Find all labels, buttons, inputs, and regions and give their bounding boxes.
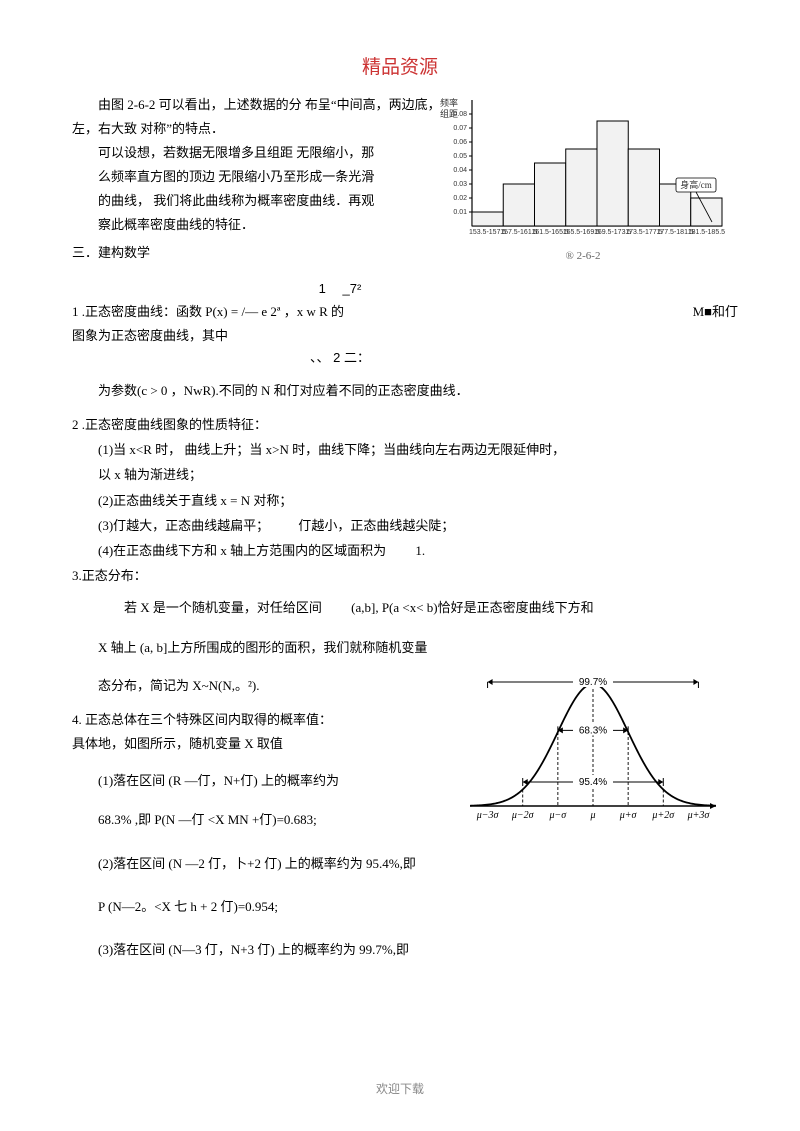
histogram-caption: ® 2-6-2 (438, 250, 728, 262)
svg-text:组距: 组距 (440, 108, 458, 119)
formula-line2: 图象为正态密度曲线，其中 (72, 324, 728, 348)
intro-p1: 由图 2-6-2 可以看出，上述数据的分 布呈“中间高，两边底，左，右大致 对称… (72, 93, 442, 141)
dist-p2: X 轴上 (a, b]上方所围成的图形的面积，我们就称随机变量 (72, 636, 432, 660)
formula-line1: 1 .正态密度曲线：函数 P(x) = /— e 2ª ，x w R 的 (72, 304, 344, 319)
svg-text:99.7%: 99.7% (579, 677, 607, 688)
svg-text:0.02: 0.02 (453, 195, 467, 202)
svg-text:0.03: 0.03 (453, 181, 467, 188)
histogram-figure: 0.010.020.030.040.050.060.070.08153.5-15… (438, 94, 728, 262)
dist-p1: 若 X 是一个随机变量，对任给区间 (a,b], P(a <x< b)恰好是正态… (72, 596, 728, 620)
properties-heading: 2 .正态密度曲线图象的性质特征： (72, 413, 728, 437)
intro-p5: 察此概率密度曲线的特征． (72, 213, 442, 237)
bell-svg: μ−3σ μ−2σ μ−σ μ μ+σ μ+2σ μ+3σ 68.3% 95.4% 99.7% (458, 664, 728, 824)
svg-text:181.5-185.5: 181.5-185.5 (688, 229, 725, 236)
intro-p2: 可以设想，若数据无限增多且组距 无限缩小，那 (72, 141, 442, 165)
svg-text:μ−σ: μ−σ (549, 810, 568, 821)
histogram-svg: 0.010.020.030.040.050.060.070.08153.5-15… (438, 94, 728, 244)
sec4-sub: 具体地，如图所示，随机变量 X 取值 (72, 732, 432, 756)
intro-p3: 么频率直方图的顶边 无限缩小乃至形成一条光滑 (72, 165, 442, 189)
svg-text:0.05: 0.05 (453, 153, 467, 160)
svg-text:μ+2σ: μ+2σ (651, 810, 675, 821)
prop-3: (3)仃越大，正态曲线越扁平； 仃越小，正态曲线越尖陡； (98, 513, 728, 538)
svg-text:频率: 频率 (440, 97, 458, 108)
svg-text:μ−3σ: μ−3σ (476, 810, 500, 821)
svg-text:身高/cm: 身高/cm (680, 179, 712, 190)
dist-heading: 3.正态分布： (72, 564, 728, 588)
prop-1: (1)当 x<R 时， 曲线上升；当 x>N 时，曲线下降；当曲线向左右两边无限… (98, 437, 728, 462)
formula-right: M■和仃 (693, 300, 738, 324)
sec4-i2b: P (N—2。<X 七 h + 2 仃)=0.954; (98, 894, 728, 919)
sec4-heading: 4. 正态总体在三个特殊区间内取得的概率值： (72, 708, 432, 732)
sec4-i1: (1)落在区间 (R —仃，N+仃) 上的概率约为 (98, 768, 432, 793)
formula-param: 为参数(c > 0 ，NwR).不同的 N 和仃对应着不同的正态密度曲线． (72, 379, 728, 403)
svg-text:μ+3σ: μ+3σ (687, 810, 711, 821)
svg-text:0.06: 0.06 (453, 139, 467, 146)
svg-text:68.3%: 68.3% (579, 725, 607, 736)
formula-sub: 、、 2 二： (0, 348, 728, 369)
svg-text:0.07: 0.07 (453, 125, 467, 132)
svg-text:0.01: 0.01 (453, 209, 467, 216)
svg-text:95.4%: 95.4% (579, 777, 607, 788)
svg-text:μ+σ: μ+σ (619, 810, 638, 821)
prop-2: (2)正态曲线关于直线 x = N 对称； (98, 488, 728, 513)
svg-text:0.04: 0.04 (453, 167, 467, 174)
prop-1b: 以 x 轴为渐进线； (98, 462, 728, 487)
dist-p3: 态分布，简记为 X~N(N,。²). (72, 674, 432, 698)
formula-sup: 1 _7² (0, 279, 728, 300)
page-footer: 欢迎下载 (0, 1080, 800, 1097)
svg-text:μ: μ (589, 810, 595, 821)
sec4-i3: (3)落在区间 (N—3 仃，N+3 仃) 上的概率约为 99.7%,即 (98, 937, 728, 962)
bell-curve-figure: μ−3σ μ−2σ μ−σ μ μ+σ μ+2σ μ+3σ 68.3% 95.4% 99.7% (458, 664, 728, 828)
sec4-i2: (2)落在区间 (N —2 仃，卜+2 仃) 上的概率约为 95.4%,即 (98, 851, 728, 876)
prop-4: (4)在正态曲线下方和 x 轴上方范围内的区域面积为 1. (98, 538, 728, 563)
page-title: 精品资源 (72, 52, 728, 79)
svg-text:μ−2σ: μ−2σ (511, 810, 535, 821)
intro-p4: 的曲线， 我们将此曲线称为概率密度曲线．再观 (72, 189, 442, 213)
